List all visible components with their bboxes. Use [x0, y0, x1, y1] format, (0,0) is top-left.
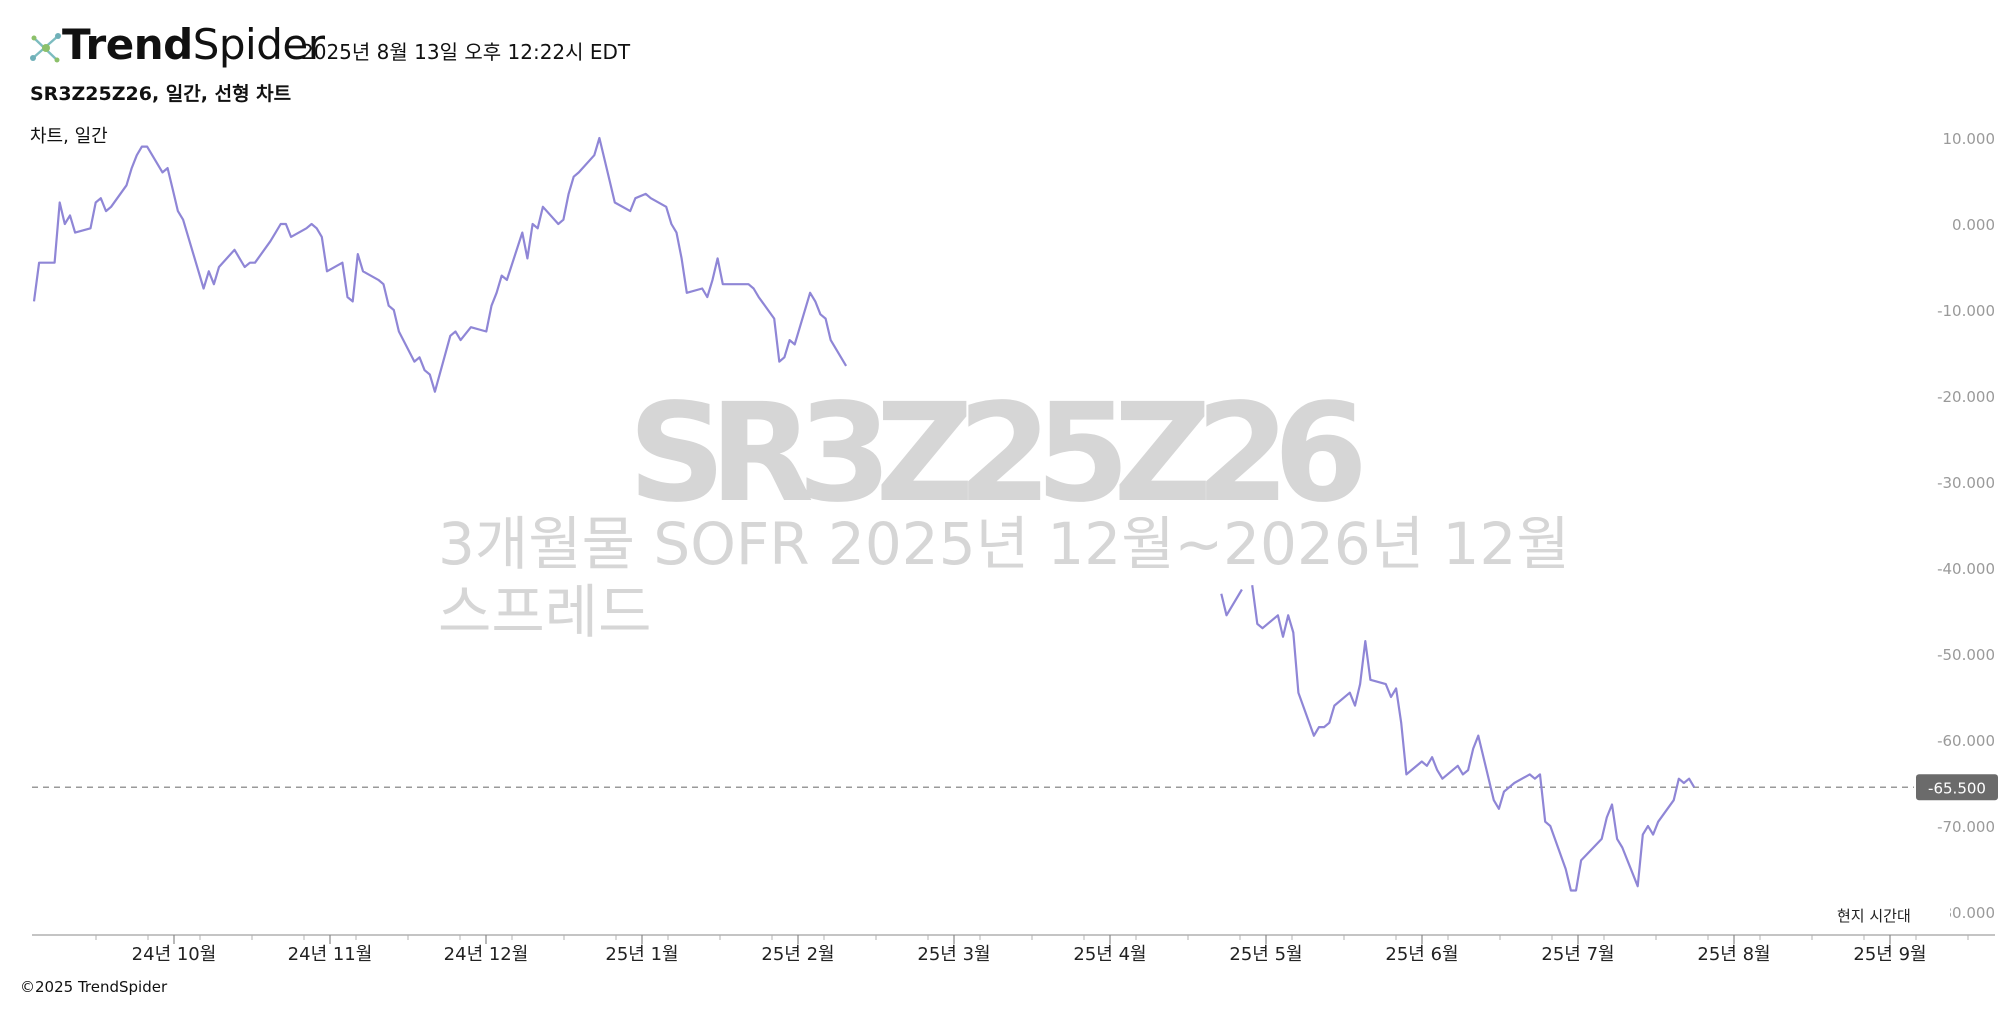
x-tick-label: 24년 10월 [132, 944, 217, 965]
x-tick-label: 24년 12월 [444, 944, 529, 965]
y-tick-label: -50.000 [1937, 646, 1995, 664]
brand-name: TrendSpider [62, 20, 325, 70]
series-label: 차트, 일간 [30, 126, 108, 147]
copyright: ©2025 TrendSpider [20, 978, 168, 996]
x-tick-label: 25년 5월 [1229, 944, 1302, 965]
y-tick-label: -20.000 [1937, 388, 1995, 406]
series-line [1220, 588, 1243, 617]
series-line [1251, 585, 1696, 892]
timezone-label-bg [1830, 904, 1950, 926]
timestamp: 2025년 8월 13일 오후 12:22시 EDT [301, 40, 631, 64]
x-tick-label: 25년 6월 [1385, 944, 1458, 965]
y-tick-label: -30.000 [1937, 474, 1995, 492]
x-tick-label: 25년 1월 [605, 944, 678, 965]
x-tick-label: 25년 7월 [1541, 944, 1614, 965]
trendspider-logo-icon [30, 33, 61, 63]
x-tick-label: 25년 4월 [1073, 944, 1146, 965]
watermark-description-line1: 3개월물 SOFR 2025년 12월~2026년 12월 [438, 510, 1570, 578]
chart-title: SR3Z25Z26, 일간, 선형 차트 [30, 83, 292, 105]
y-tick-label: -40.000 [1937, 560, 1995, 578]
y-tick-label: -10.000 [1937, 302, 1995, 320]
watermark-symbol: SR3Z25Z26 [628, 375, 1368, 533]
y-tick-label: 0.000 [1952, 216, 1995, 234]
last-value-tag [1916, 774, 1998, 801]
series-line [32, 136, 848, 393]
x-tick-label: 25년 9월 [1853, 944, 1926, 965]
x-tick-label: 25년 2월 [761, 944, 834, 965]
y-tick-label: -80.000 [1937, 904, 1995, 922]
x-tick-label: 24년 11월 [288, 944, 373, 965]
last-value-label: -65.500 [1928, 779, 1986, 797]
brand-bold: Trend [62, 20, 193, 69]
y-tick-label: -70.000 [1937, 818, 1995, 836]
watermark-description-line2: 스프레드 [438, 578, 651, 646]
brand-regular: Spider [192, 20, 325, 69]
x-tick-label: 25년 8월 [1697, 944, 1770, 965]
y-tick-label: 10.000 [1943, 130, 1996, 148]
x-tick-label: 25년 3월 [917, 944, 990, 965]
timezone-label: 현지 시간대 [1837, 907, 1911, 925]
y-tick-label: -60.000 [1937, 732, 1995, 750]
